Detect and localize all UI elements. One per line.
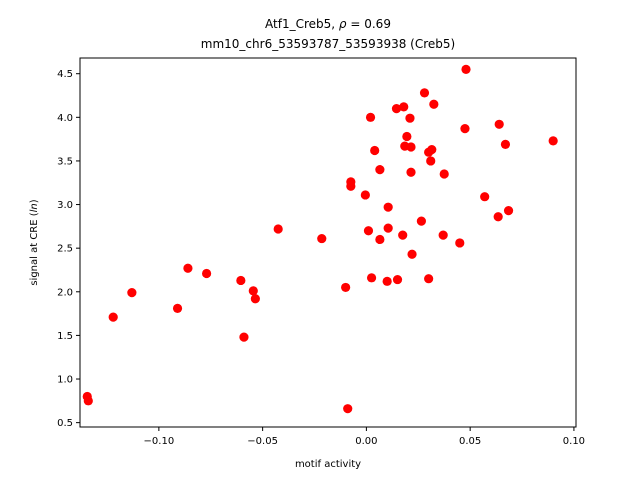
y-tick-label: 1.0 [57,375,73,386]
chart-title-rho-symbol: ρ [339,17,347,31]
data-point [343,404,353,414]
data-point [402,131,412,142]
data-point [366,273,377,283]
data-points [82,64,558,414]
x-tick-label: −0.10 [144,436,175,447]
x-tick-label: 0.00 [355,436,377,447]
y-tick-label: 3.0 [57,200,73,211]
data-point [500,139,511,149]
data-point [383,223,393,233]
data-point [427,145,437,155]
data-point [455,238,465,248]
x-tick-label: 0.05 [459,436,481,447]
data-point [416,216,426,226]
data-point [391,104,402,114]
data-point [83,396,93,406]
y-tick-label: 3.5 [57,156,73,167]
data-point [383,202,393,212]
plot-frame [79,57,577,428]
chart-title-rho-value: = 0.69 [347,17,391,31]
data-point [365,112,376,122]
data-point [239,332,249,342]
x-tick-label: 0.10 [563,436,585,447]
data-point [493,212,503,222]
data-point [172,303,183,313]
chart-title-line1: Atf1_Creb5, ρ = 0.69 [265,17,391,31]
data-point [399,102,409,112]
data-point [375,234,385,245]
data-point [201,268,212,279]
y-tick-label: 0.5 [57,418,73,429]
y-axis-label-prefix: signal at CRE ( [29,212,40,285]
data-point [375,165,385,175]
data-point [108,312,118,322]
data-point [382,276,392,286]
data-point [548,136,558,146]
y-axis-label-suffix: ) [29,199,40,203]
data-point [341,282,351,293]
chart-title-line2: mm10_chr6_53593787_53593938 (Creb5) [201,37,455,51]
plot-area [79,57,577,428]
data-point [438,230,448,240]
data-point [360,190,370,200]
chart-title-name: Atf1_Creb5, [265,17,339,31]
data-point [363,226,374,236]
data-point [439,169,449,179]
data-point [461,64,471,74]
data-point [494,119,504,129]
data-point [419,88,430,98]
data-point [407,249,417,259]
data-point [346,181,356,191]
data-point [183,263,193,273]
x-axis: −0.10 −0.05 0.00 0.05 0.10 [144,427,585,447]
y-tick-label: 1.5 [57,331,73,342]
data-point [426,156,436,166]
x-axis-label: motif activity [295,459,361,470]
y-axis: 0.5 1.0 1.5 2.0 2.5 3.0 3.5 4.0 4.5 [57,69,80,429]
data-point [398,230,408,240]
data-point [429,99,439,109]
data-point [460,124,470,134]
data-point [406,167,416,177]
data-point [503,206,514,216]
y-axis-label: signal at CRE (ln) [29,199,40,285]
data-point [317,233,327,244]
data-point [406,142,416,152]
y-tick-label: 4.5 [57,69,73,80]
data-point [127,288,137,298]
data-point [236,275,246,286]
data-point [250,294,260,304]
data-point [248,286,258,296]
y-tick-label: 2.0 [57,287,73,298]
y-axis-label-italic: ln [29,203,40,212]
y-tick-label: 4.0 [57,113,73,124]
data-point [405,113,415,123]
x-tick-label: −0.05 [247,436,278,447]
data-point [424,274,434,284]
data-point [392,274,403,285]
data-point [480,192,490,202]
data-point [370,145,380,156]
y-tick-label: 2.5 [57,244,73,255]
data-point [273,224,283,234]
